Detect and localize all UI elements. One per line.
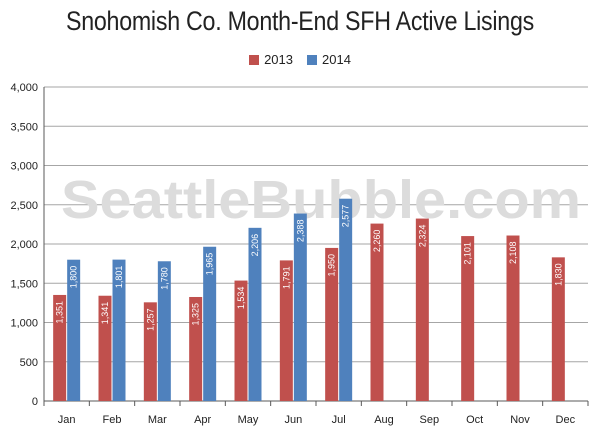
legend-item-2014: 2014 bbox=[307, 52, 351, 67]
data-label-2013: 2,101 bbox=[463, 242, 473, 265]
bar-2013 bbox=[461, 236, 475, 401]
x-tick-label: Oct bbox=[466, 414, 483, 426]
data-label-2013: 1,534 bbox=[236, 287, 246, 310]
x-tick-label: Nov bbox=[510, 414, 530, 426]
legend-label-2014: 2014 bbox=[322, 52, 351, 67]
y-tick-label: 2,000 bbox=[10, 239, 38, 251]
bar-2013 bbox=[234, 280, 248, 401]
data-label-2014: 1,801 bbox=[114, 266, 124, 289]
bar-2013 bbox=[325, 247, 339, 401]
bar-2014 bbox=[203, 246, 217, 401]
bar-2014 bbox=[157, 261, 171, 401]
x-tick-label: Aug bbox=[374, 414, 394, 426]
data-label-2013: 1,325 bbox=[191, 303, 201, 326]
data-label-2014: 1,800 bbox=[69, 266, 79, 289]
bar-2014 bbox=[112, 259, 126, 401]
bar-2013 bbox=[370, 223, 384, 401]
x-tick-label: May bbox=[238, 414, 259, 426]
y-tick-label: 0 bbox=[32, 396, 38, 408]
x-tick-label: Apr bbox=[194, 414, 211, 426]
y-tick-label: 1,500 bbox=[10, 278, 38, 290]
bar-2014 bbox=[293, 213, 307, 401]
bar-2014 bbox=[339, 198, 353, 401]
watermark: SeattleBubble.com bbox=[61, 170, 581, 230]
bar-2013 bbox=[506, 235, 520, 401]
x-tick-label: Mar bbox=[148, 414, 167, 426]
x-tick-label: Jul bbox=[332, 414, 346, 426]
data-label-2013: 1,257 bbox=[145, 308, 155, 331]
x-tick-label: Jan bbox=[58, 414, 76, 426]
y-tick-label: 3,500 bbox=[10, 121, 38, 133]
data-label-2013: 1,351 bbox=[55, 301, 65, 324]
legend: 2013 2014 bbox=[0, 52, 600, 67]
x-tick-label: Dec bbox=[556, 414, 576, 426]
bar-2013 bbox=[143, 302, 157, 401]
x-tick-label: Jun bbox=[284, 414, 302, 426]
data-label-2013: 2,108 bbox=[508, 242, 518, 265]
data-label-2014: 2,577 bbox=[341, 205, 351, 228]
bar-2014 bbox=[67, 259, 81, 401]
bar-2013 bbox=[189, 296, 203, 401]
y-tick-label: 500 bbox=[20, 357, 38, 369]
y-tick-label: 3,000 bbox=[10, 161, 38, 173]
bar-2013 bbox=[98, 295, 112, 401]
y-tick-label: 4,000 bbox=[10, 82, 38, 94]
y-tick-label: 1,000 bbox=[10, 318, 38, 330]
y-tick-label: 2,500 bbox=[10, 200, 38, 212]
data-label-2013: 2,260 bbox=[372, 230, 382, 253]
data-label-2014: 1,965 bbox=[205, 253, 215, 276]
legend-item-2013: 2013 bbox=[249, 52, 293, 67]
data-label-2014: 2,388 bbox=[295, 220, 305, 243]
legend-swatch-2013 bbox=[249, 54, 260, 65]
bar-2013 bbox=[53, 294, 67, 401]
data-label-2013: 1,950 bbox=[327, 254, 337, 277]
bar-2014 bbox=[248, 227, 262, 401]
legend-label-2013: 2013 bbox=[264, 52, 293, 67]
legend-swatch-2014 bbox=[307, 54, 317, 65]
data-label-2014: 1,780 bbox=[159, 267, 169, 290]
data-label-2013: 2,324 bbox=[417, 225, 427, 248]
bar-2013 bbox=[551, 257, 565, 401]
x-tick-label: Sep bbox=[420, 414, 440, 426]
data-label-2014: 2,206 bbox=[250, 234, 260, 257]
bar-2013 bbox=[415, 218, 429, 401]
data-label-2013: 1,830 bbox=[553, 263, 563, 286]
bar-2013 bbox=[279, 260, 293, 401]
x-tick-label: Feb bbox=[103, 414, 122, 426]
data-label-2013: 1,791 bbox=[281, 266, 291, 289]
data-label-2013: 1,341 bbox=[100, 302, 110, 325]
chart-title: Snohomish Co. Month-End SFH Active Lisin… bbox=[65, 6, 534, 36]
